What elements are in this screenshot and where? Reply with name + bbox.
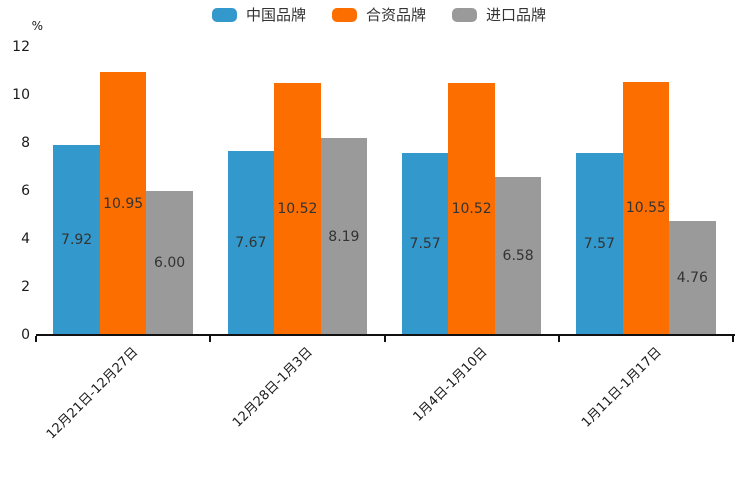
- legend-swatch-joint-venture-brand-icon: [331, 8, 357, 22]
- y-axis-tick-label: 0: [21, 327, 30, 343]
- x-axis-tick: [732, 336, 734, 342]
- bar-value-label: 7.67: [235, 234, 267, 251]
- bar-imported-brand: 4.76: [669, 220, 716, 335]
- bar-joint-venture-brand: 10.55: [622, 81, 670, 335]
- bar-china-brand: 7.57: [401, 153, 449, 335]
- bar-value-label: 10.52: [277, 200, 318, 217]
- y-axis-tick-label: 8: [21, 135, 30, 151]
- y-axis-tick-label: 6: [21, 183, 30, 199]
- bar-imported-brand: 8.19: [320, 138, 368, 335]
- legend-item-joint-venture-brand[interactable]: 合资品牌: [331, 6, 426, 24]
- bar-china-brand: 7.92: [53, 144, 100, 335]
- x-axis-tick: [209, 336, 212, 342]
- legend: 中国品牌 合资品牌 进口品牌: [0, 6, 744, 24]
- bar-value-label: 10.55: [625, 200, 666, 217]
- y-axis-tick-label: 12: [12, 39, 30, 55]
- legend-label-china-brand: 中国品牌: [245, 6, 306, 24]
- y-axis-tick-label: 10: [12, 87, 30, 103]
- y-axis-tick-label: 4: [21, 231, 30, 247]
- x-axis-category-label: 1月11日-1月17日: [578, 344, 665, 431]
- y-axis-unit-label: %: [31, 19, 43, 33]
- x-axis-category-label: 12月28日-1月3日: [230, 344, 316, 431]
- y-axis-tick-label: 2: [21, 279, 30, 295]
- x-axis-tick: [557, 336, 560, 342]
- bar-imported-brand: 6.58: [494, 177, 542, 335]
- legend-item-imported-brand[interactable]: 进口品牌: [452, 6, 546, 24]
- bar-china-brand: 7.57: [576, 153, 623, 335]
- x-axis-category-label: 1月4日-1月10日: [410, 344, 491, 425]
- legend-swatch-imported-brand-icon: [452, 8, 477, 22]
- x-axis-tick: [383, 336, 386, 342]
- bar-value-label: 7.57: [409, 236, 441, 253]
- legend-label-joint-venture-brand: 合资品牌: [365, 6, 426, 24]
- legend-label-imported-brand: 进口品牌: [486, 6, 547, 24]
- bar-value-label: 6.00: [154, 255, 186, 271]
- bar-value-label: 6.58: [502, 248, 534, 265]
- legend-item-china-brand[interactable]: 中国品牌: [211, 6, 306, 24]
- legend-swatch-china-brand-icon: [211, 8, 237, 22]
- x-axis-tick: [35, 336, 37, 342]
- bar-china-brand: 7.67: [227, 150, 275, 335]
- bar-joint-venture-brand: 10.52: [274, 82, 321, 335]
- bar-value-label: 10.95: [103, 195, 144, 212]
- bar-joint-venture-brand: 10.95: [99, 72, 147, 335]
- x-axis-line: [36, 334, 735, 336]
- bar-value-label: 8.19: [328, 228, 360, 245]
- bar-joint-venture-brand: 10.52: [448, 82, 495, 335]
- bar-value-label: 4.76: [676, 269, 708, 286]
- bar-value-label: 7.92: [61, 231, 93, 248]
- bar-imported-brand: 6.00: [146, 191, 193, 335]
- x-axis-category-label: 12月21日-12月27日: [44, 344, 142, 443]
- bar-value-label: 10.52: [451, 200, 492, 217]
- bar-value-label: 7.57: [583, 236, 615, 253]
